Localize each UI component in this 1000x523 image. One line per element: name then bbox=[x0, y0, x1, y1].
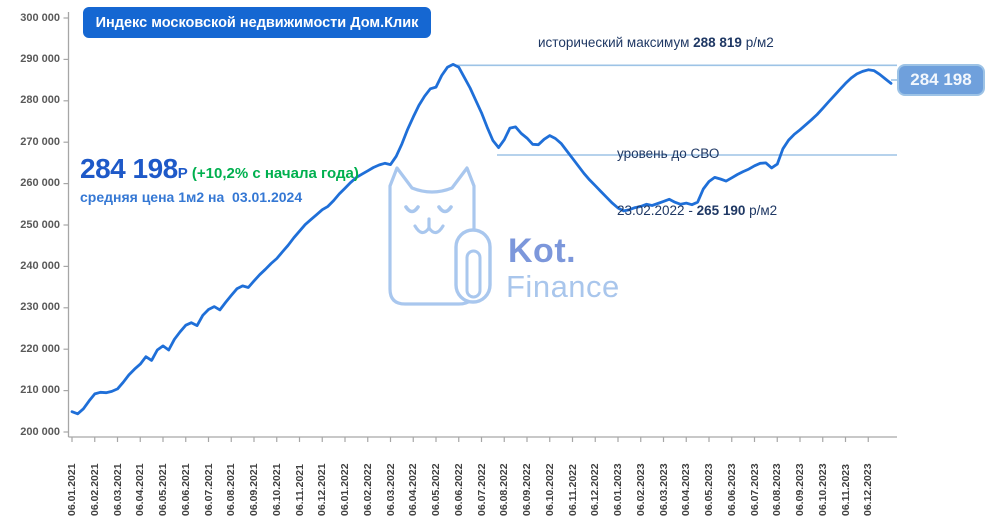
pre-svo-date: 23.02.2022 - bbox=[617, 203, 697, 218]
stat-caption: средняя цена 1м2 на 03.01.2024 bbox=[80, 189, 303, 205]
x-axis-label: 06.05.2023 bbox=[703, 463, 715, 516]
stat-ytd-change: (+10,2% с начала года) bbox=[191, 165, 359, 182]
x-axis-label: 06.04.2022 bbox=[407, 463, 420, 516]
x-axis-label: 06.12.2022 bbox=[589, 463, 602, 516]
x-axis-label: 06.09.2022 bbox=[521, 463, 533, 516]
pre-svo-unit: р/м2 bbox=[745, 203, 778, 218]
historical-max-value: 288 819 bbox=[693, 35, 742, 50]
x-axis-label: 06.11.2021 bbox=[293, 464, 306, 516]
paperclip-icon bbox=[454, 228, 492, 304]
x-axis-label: 06.11.2023 bbox=[839, 464, 852, 516]
pre-svo-value: 265 190 bbox=[696, 203, 746, 218]
x-axis-label: 06.04.2023 bbox=[680, 463, 693, 516]
y-axis-label: 220 000 bbox=[20, 342, 60, 355]
x-axis-label: 06.03.2021 bbox=[111, 463, 124, 516]
cat-logo-icon bbox=[388, 166, 492, 306]
x-axis-label: 06.07.2022 bbox=[475, 463, 488, 516]
x-axis-label: 06.09.2021 bbox=[248, 463, 260, 516]
y-axis-label: 280 000 bbox=[20, 94, 60, 107]
logo-kot-text: Kot. bbox=[508, 232, 577, 270]
y-axis-label: 230 000 bbox=[20, 301, 60, 314]
pre-svo-annotation: уровень до СВО 23.02.2022 - 265 190 р/м2 bbox=[617, 106, 777, 258]
y-axis-label: 300 000 bbox=[20, 11, 60, 24]
y-axis-label: 200 000 bbox=[20, 425, 60, 438]
stat-value: 284 198 bbox=[80, 153, 178, 184]
x-axis-label: 06.05.2021 bbox=[157, 463, 169, 516]
current-value-stat: 284 198 Р (+10,2% с начала года) средняя… bbox=[80, 153, 359, 205]
x-axis-label: 06.10.2023 bbox=[816, 463, 829, 516]
x-axis-label: 06.07.2023 bbox=[748, 463, 761, 516]
chart-title-bold: Дом.Клик bbox=[350, 14, 419, 31]
x-axis-label: 06.01.2022 bbox=[339, 463, 351, 516]
chart-title-regular: Индекс московской недвижимости bbox=[95, 14, 351, 31]
y-axis-label: 250 000 bbox=[20, 218, 60, 231]
x-axis-label: 06.06.2023 bbox=[725, 463, 738, 516]
price-index-line bbox=[70, 63, 893, 416]
x-axis-label: 06.12.2021 bbox=[316, 463, 329, 516]
x-axis-label: 06.07.2021 bbox=[202, 463, 215, 516]
y-axis-label: 270 000 bbox=[20, 135, 60, 148]
logo-finance-text: Finance bbox=[506, 269, 620, 304]
stat-currency: Р bbox=[177, 165, 192, 182]
x-axis-label: 06.02.2022 bbox=[361, 463, 374, 516]
pre-svo-detail: 23.02.2022 - 265 190 р/м2 bbox=[617, 201, 777, 220]
pre-svo-title: уровень до СВО bbox=[617, 146, 720, 161]
x-axis-label: 06.06.2022 bbox=[452, 463, 465, 516]
x-axis-label: 06.04.2021 bbox=[134, 463, 147, 516]
x-axis-label: 06.01.2021 bbox=[66, 463, 78, 516]
x-axis-label: 06.05.2022 bbox=[430, 463, 442, 516]
x-axis-label: 06.08.2022 bbox=[498, 463, 511, 516]
x-axis-label: 06.01.2023 bbox=[612, 463, 624, 516]
chart-title: Индекс московской недвижимости Дом.Клик bbox=[83, 7, 431, 38]
x-axis-label: 06.06.2021 bbox=[179, 463, 192, 516]
x-axis-label: 06.03.2023 bbox=[657, 463, 670, 516]
y-axis-label: 290 000 bbox=[20, 52, 60, 65]
historical-max-text: исторический максимум bbox=[538, 35, 694, 50]
x-axis-label: 06.03.2022 bbox=[384, 463, 397, 516]
x-axis-label: 06.09.2023 bbox=[794, 463, 806, 516]
historical-max-annotation: исторический максимум 288 819 р/м2 bbox=[538, 35, 774, 50]
x-axis-label: 06.08.2021 bbox=[225, 463, 238, 516]
x-axis-label: 06.08.2023 bbox=[771, 463, 784, 516]
y-axis-label: 210 000 bbox=[20, 384, 60, 397]
x-axis-label: 06.12.2023 bbox=[862, 463, 875, 516]
x-axis-label: 06.11.2022 bbox=[566, 464, 579, 516]
last-value-badge: 284 198 bbox=[897, 64, 985, 96]
x-axis-label: 06.10.2021 bbox=[270, 463, 283, 516]
historical-max-unit: р/м2 bbox=[741, 35, 774, 50]
x-axis-label: 06.10.2022 bbox=[543, 463, 556, 516]
x-axis-label: 06.02.2023 bbox=[634, 463, 647, 516]
x-axis-label: 06.02.2021 bbox=[88, 463, 101, 516]
y-axis-label: 260 000 bbox=[20, 177, 60, 190]
y-axis-label: 240 000 bbox=[20, 259, 60, 272]
